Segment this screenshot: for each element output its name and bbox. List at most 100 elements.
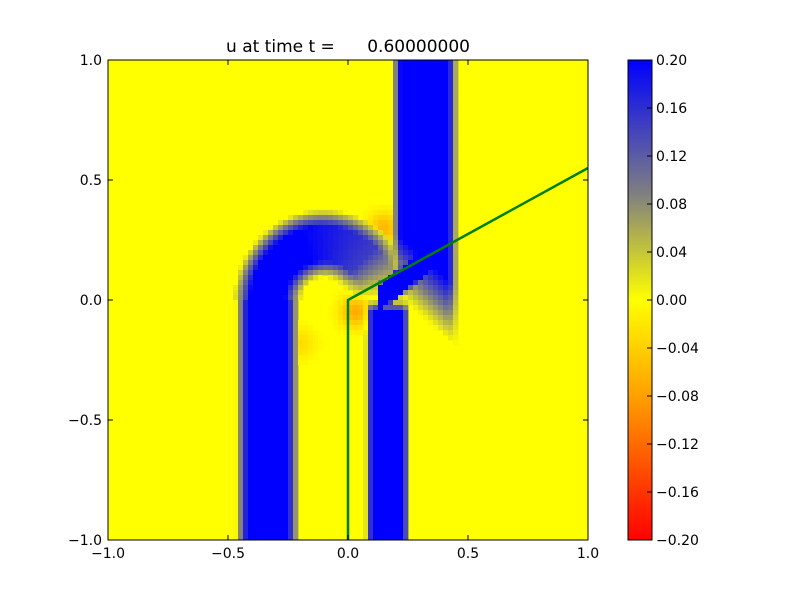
heatmap-cell	[408, 140, 414, 146]
heatmap-cell	[393, 155, 399, 161]
heatmap-cell	[403, 505, 409, 511]
heatmap-cell	[408, 190, 414, 196]
heatmap-cell	[453, 75, 459, 81]
heatmap-cell	[283, 370, 289, 376]
heatmap-cell	[238, 310, 244, 316]
heatmap-cell	[448, 215, 454, 221]
heatmap-cell	[378, 320, 384, 326]
heatmap-cell	[413, 270, 419, 276]
heatmap-cell	[273, 500, 279, 506]
heatmap-cell	[423, 245, 429, 251]
heatmap-cell	[293, 490, 299, 496]
heatmap-cell	[273, 490, 279, 496]
heatmap-cell	[233, 490, 239, 496]
heatmap-cell	[258, 515, 264, 521]
heatmap-cell	[363, 335, 369, 341]
heatmap-cell	[428, 220, 434, 226]
heatmap-cell	[253, 535, 259, 541]
heatmap-cell	[398, 145, 404, 151]
heatmap-cell	[378, 305, 384, 311]
heatmap-cell	[418, 190, 424, 196]
heatmap-cell	[438, 95, 444, 101]
heatmap-cell	[288, 250, 294, 256]
heatmap-cell	[443, 290, 449, 296]
heatmap-cell	[363, 395, 369, 401]
heatmap-cell	[273, 325, 279, 331]
heatmap-cell	[263, 315, 269, 321]
heatmap-cell	[398, 360, 404, 366]
heatmap-cell	[263, 400, 269, 406]
heatmap-cell	[283, 365, 289, 371]
heatmap-cell	[363, 505, 369, 511]
heatmap-cell	[368, 250, 374, 256]
heatmap-cell	[433, 140, 439, 146]
heatmap-cell	[273, 300, 279, 306]
heatmap-cell	[248, 305, 254, 311]
heatmap-cell	[253, 295, 259, 301]
heatmap-cell	[448, 90, 454, 96]
heatmap-cell	[313, 220, 319, 226]
heatmap-cell	[393, 200, 399, 206]
heatmap-cell	[283, 315, 289, 321]
heatmap-cell	[368, 395, 374, 401]
heatmap-cell	[388, 280, 394, 286]
heatmap-cell	[393, 435, 399, 441]
heatmap-cell	[398, 270, 404, 276]
heatmap-cell	[408, 85, 414, 91]
heatmap-cell	[408, 70, 414, 76]
heatmap-cell	[263, 435, 269, 441]
heatmap-cell	[343, 300, 349, 306]
heatmap-cell	[368, 210, 374, 216]
heatmap-cell	[263, 480, 269, 486]
heatmap-cell	[383, 480, 389, 486]
heatmap-cell	[368, 495, 374, 501]
heatmap-cell	[268, 400, 274, 406]
heatmap-cell	[373, 330, 379, 336]
heatmap-cell	[288, 395, 294, 401]
heatmap-cell	[443, 270, 449, 276]
heatmap-cell	[428, 85, 434, 91]
heatmap-cell	[438, 300, 444, 306]
heatmap-cell	[378, 260, 384, 266]
heatmap-cell	[338, 325, 344, 331]
heatmap-cell	[238, 505, 244, 511]
heatmap-plot	[107, 59, 589, 541]
heatmap-cell	[358, 285, 364, 291]
heatmap-cell	[388, 215, 394, 221]
heatmap-cell	[278, 410, 284, 416]
heatmap-cell	[388, 485, 394, 491]
heatmap-cell	[283, 275, 289, 281]
heatmap-cell	[233, 305, 239, 311]
heatmap-cell	[388, 370, 394, 376]
heatmap-cell	[283, 225, 289, 231]
heatmap-cell	[443, 160, 449, 166]
heatmap-cell	[393, 475, 399, 481]
heatmap-cell	[428, 295, 434, 301]
heatmap-cell	[388, 410, 394, 416]
heatmap-cell	[283, 245, 289, 251]
heatmap-cell	[368, 345, 374, 351]
heatmap-cell	[438, 325, 444, 331]
heatmap-cell	[373, 250, 379, 256]
heatmap-cell	[448, 205, 454, 211]
heatmap-cell	[403, 410, 409, 416]
heatmap-cell	[443, 280, 449, 286]
heatmap-cell	[403, 405, 409, 411]
heatmap-cell	[388, 320, 394, 326]
heatmap-cell	[268, 450, 274, 456]
heatmap-cell	[273, 510, 279, 516]
heatmap-cell	[403, 215, 409, 221]
heatmap-cell	[403, 525, 409, 531]
heatmap-cell	[378, 430, 384, 436]
heatmap-cell	[443, 315, 449, 321]
heatmap-cell	[403, 235, 409, 241]
heatmap-cell	[263, 520, 269, 526]
heatmap-cell	[398, 385, 404, 391]
heatmap-cell	[393, 295, 399, 301]
heatmap-cell	[278, 510, 284, 516]
heatmap-cell	[373, 475, 379, 481]
heatmap-cell	[383, 315, 389, 321]
heatmap-cell	[403, 370, 409, 376]
heatmap-cell	[383, 485, 389, 491]
heatmap-cell	[413, 135, 419, 141]
